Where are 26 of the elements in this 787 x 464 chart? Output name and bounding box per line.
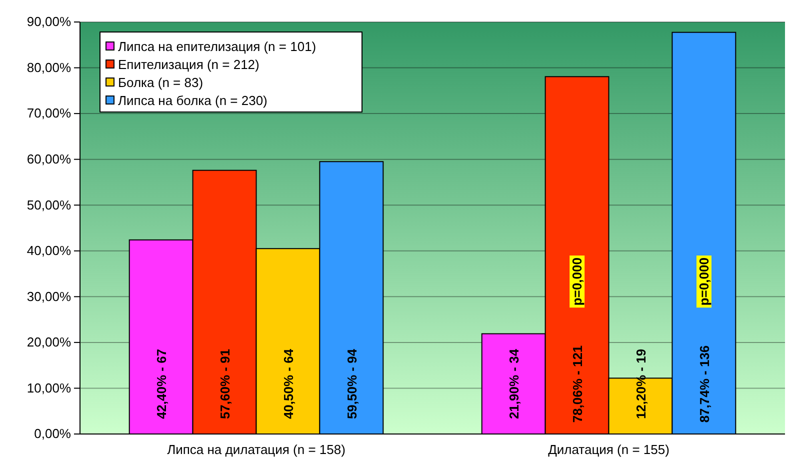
annotation: p=0,000 bbox=[696, 258, 712, 306]
y-tick-label: 0,00% bbox=[34, 426, 72, 442]
data-label: 57,60% - 91 bbox=[218, 348, 233, 420]
y-tick-label: 10,00% bbox=[26, 380, 72, 396]
y-tick-label: 80,00% bbox=[26, 60, 72, 75]
y-tick-label: 90,00% bbox=[26, 14, 72, 30]
data-label: 40,50% - 64 bbox=[280, 348, 296, 420]
y-tick-label: 30,00% bbox=[26, 288, 72, 304]
legend-label: Липса на болка (n = 230) bbox=[118, 93, 268, 108]
legend-label: Липса на епителизация (n = 101) bbox=[118, 39, 316, 54]
legend-label: Болка (n = 83) bbox=[118, 75, 204, 90]
data-label: 78,06% - 121 bbox=[570, 345, 586, 423]
data-label: 12,20% - 19 bbox=[633, 348, 648, 420]
y-tick-label: 50,00% bbox=[26, 197, 72, 212]
data-label: 21,90% - 34 bbox=[506, 348, 522, 420]
data-label: 42,40% - 67 bbox=[154, 348, 170, 420]
y-tick-label: 20,00% bbox=[26, 334, 72, 350]
legend-label: Епителизация (n = 212) bbox=[118, 57, 260, 72]
y-tick-label: 70,00% bbox=[26, 106, 72, 121]
x-tick-label: Липса на дилатация (n = 158) bbox=[167, 442, 346, 457]
y-tick-label: 60,00% bbox=[26, 151, 72, 166]
data-label: 87,74% - 136 bbox=[696, 345, 712, 423]
annotation: p=0,000 bbox=[570, 258, 585, 306]
data-label: 59,50% - 94 bbox=[344, 348, 360, 420]
y-tick-label: 40,00% bbox=[26, 243, 72, 258]
x-tick-label: Дилатация (n = 155) bbox=[548, 442, 670, 457]
